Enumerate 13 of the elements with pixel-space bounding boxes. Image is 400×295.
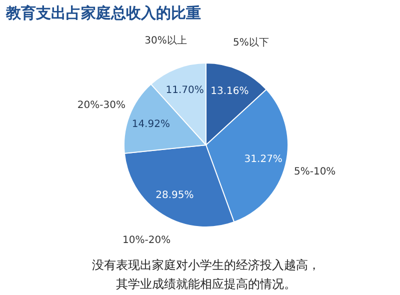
data-label: 28.95% <box>156 190 194 202</box>
text: 其学业成绩就能相应提高的情况。 <box>116 277 296 291</box>
chart-title: 教育支出占家庭总收入的比重 <box>5 4 201 22</box>
data-label: 31.27% <box>244 154 282 165</box>
data-label: 11.70% <box>166 84 204 96</box>
slice-label: 30%以上 <box>144 34 187 46</box>
text: 没有表现出家庭对小学生的经济投入越高， <box>92 258 320 272</box>
slice-label: 5%以下 <box>233 36 269 48</box>
slice-label: 20%-30% <box>77 100 126 111</box>
slice-label: 5%-10% <box>294 166 336 178</box>
data-label: 13.16% <box>210 86 249 97</box>
data-label: 14.92% <box>132 118 170 130</box>
slice-label: 10%-20% <box>122 234 171 246</box>
